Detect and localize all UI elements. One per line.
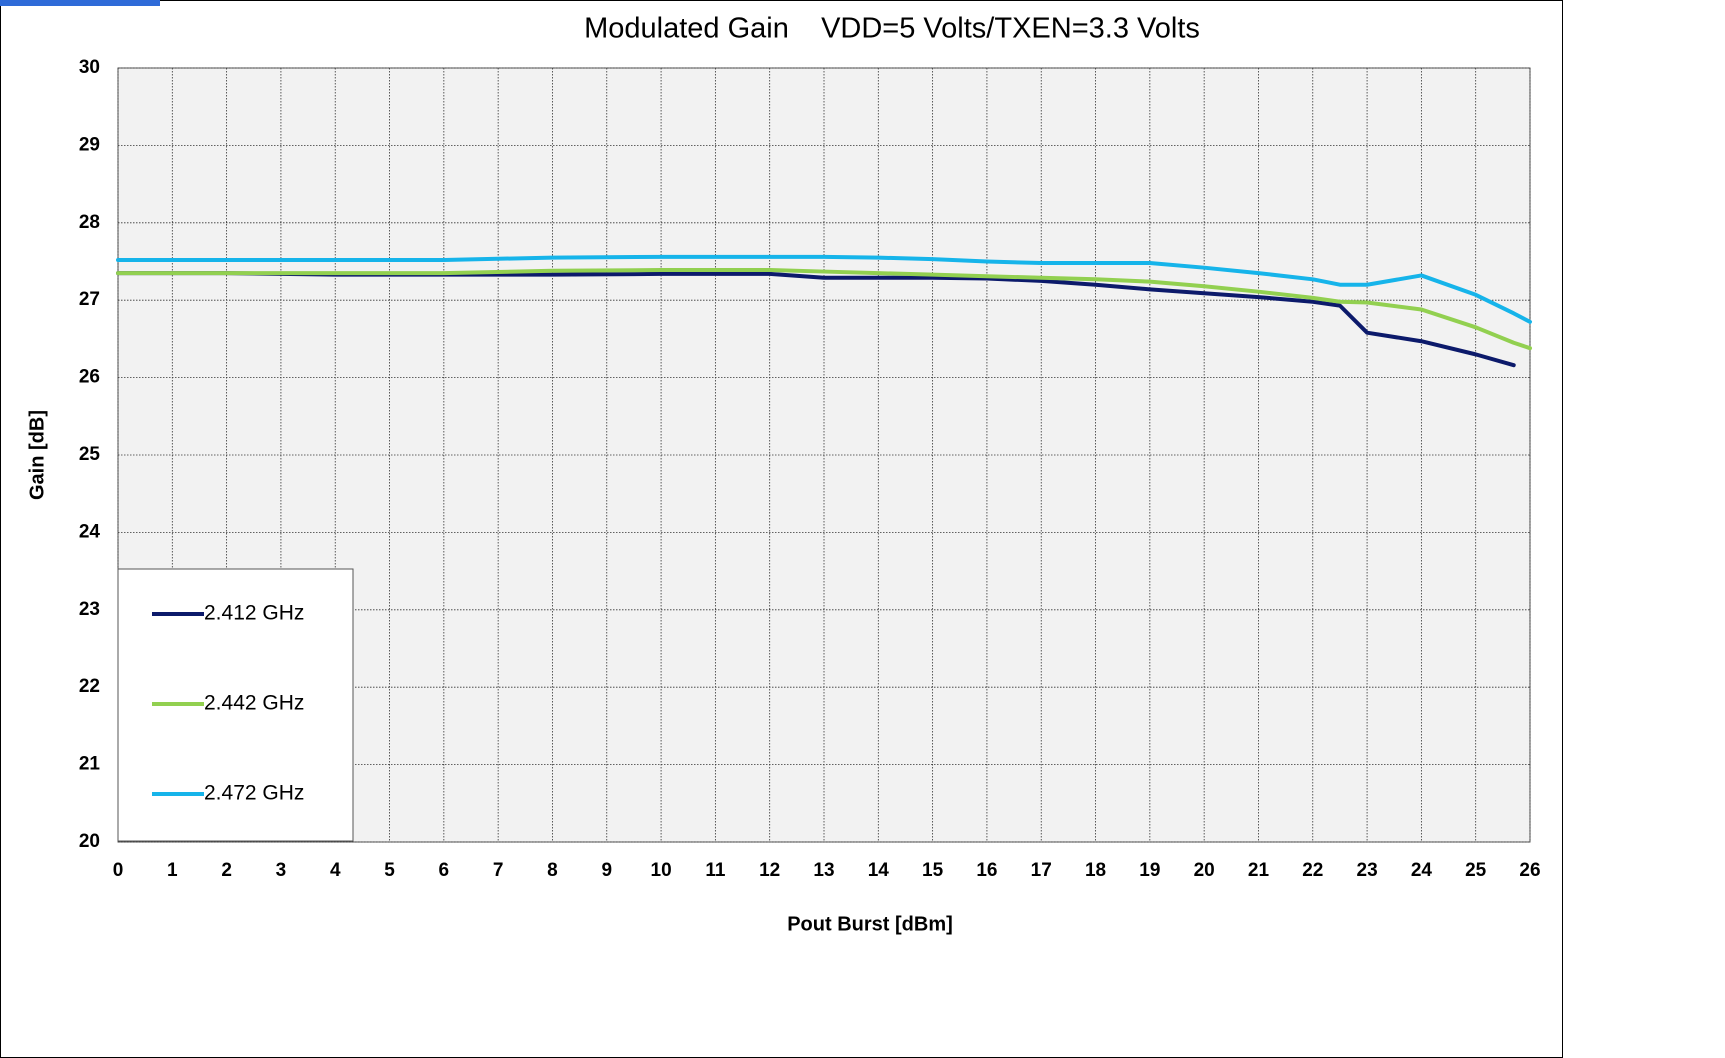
y-tick-label: 24 <box>79 521 101 542</box>
y-axis-label: Gain [dB] <box>26 410 48 500</box>
corner-tab <box>0 0 160 6</box>
x-tick-label: 18 <box>1085 860 1106 881</box>
x-tick-label: 12 <box>759 860 780 881</box>
legend-label: 2.472 GHz <box>204 782 304 805</box>
series-line <box>116 268 1532 351</box>
x-tick-label: 13 <box>813 860 834 881</box>
x-tick-label: 9 <box>601 860 612 881</box>
x-axis-label: Pout Burst [dBm] <box>787 913 953 935</box>
x-tick-label: 7 <box>493 860 504 881</box>
x-tick-label: 5 <box>384 860 395 881</box>
legend-label: 2.442 GHz <box>204 692 304 715</box>
series-line <box>116 271 1516 368</box>
legend-label: 2.412 GHz <box>204 602 304 625</box>
y-tick-label: 29 <box>79 134 100 155</box>
y-tick-label: 21 <box>79 754 101 775</box>
y-tick-label: 20 <box>79 831 100 852</box>
x-tick-label: 6 <box>439 860 450 881</box>
x-tick-label: 2 <box>221 860 232 881</box>
x-tick-label: 21 <box>1248 860 1270 881</box>
y-tick-label: 22 <box>79 676 100 697</box>
x-tick-label: 16 <box>976 860 997 881</box>
x-tick-label: 19 <box>1139 860 1160 881</box>
y-tick-label: 27 <box>79 289 100 310</box>
x-tick-label: 0 <box>113 860 124 881</box>
x-tick-label: 3 <box>276 860 287 881</box>
x-tick-label: 1 <box>167 860 178 881</box>
y-tick-label: 23 <box>79 599 100 620</box>
y-tick-label: 28 <box>79 212 100 233</box>
x-tick-label: 14 <box>868 860 890 881</box>
x-tick-label: 25 <box>1465 860 1487 881</box>
chart-title: Modulated Gain VDD=5 Volts/TXEN=3.3 Volt… <box>584 13 1200 45</box>
x-tick-label: 26 <box>1519 860 1540 881</box>
y-tick-label: 30 <box>79 57 100 78</box>
x-tick-label: 22 <box>1302 860 1323 881</box>
series-line <box>116 254 1532 324</box>
x-tick-label: 20 <box>1194 860 1215 881</box>
x-tick-label: 23 <box>1357 860 1378 881</box>
x-tick-label: 17 <box>1031 860 1052 881</box>
x-tick-label: 4 <box>330 860 341 881</box>
x-tick-label: 10 <box>651 860 672 881</box>
x-tick-label: 24 <box>1411 860 1433 881</box>
x-tick-label: 11 <box>705 860 726 881</box>
y-tick-label: 26 <box>79 367 100 388</box>
x-tick-label: 8 <box>547 860 558 881</box>
x-tick-label: 15 <box>922 860 944 881</box>
y-tick-label: 25 <box>79 444 101 465</box>
